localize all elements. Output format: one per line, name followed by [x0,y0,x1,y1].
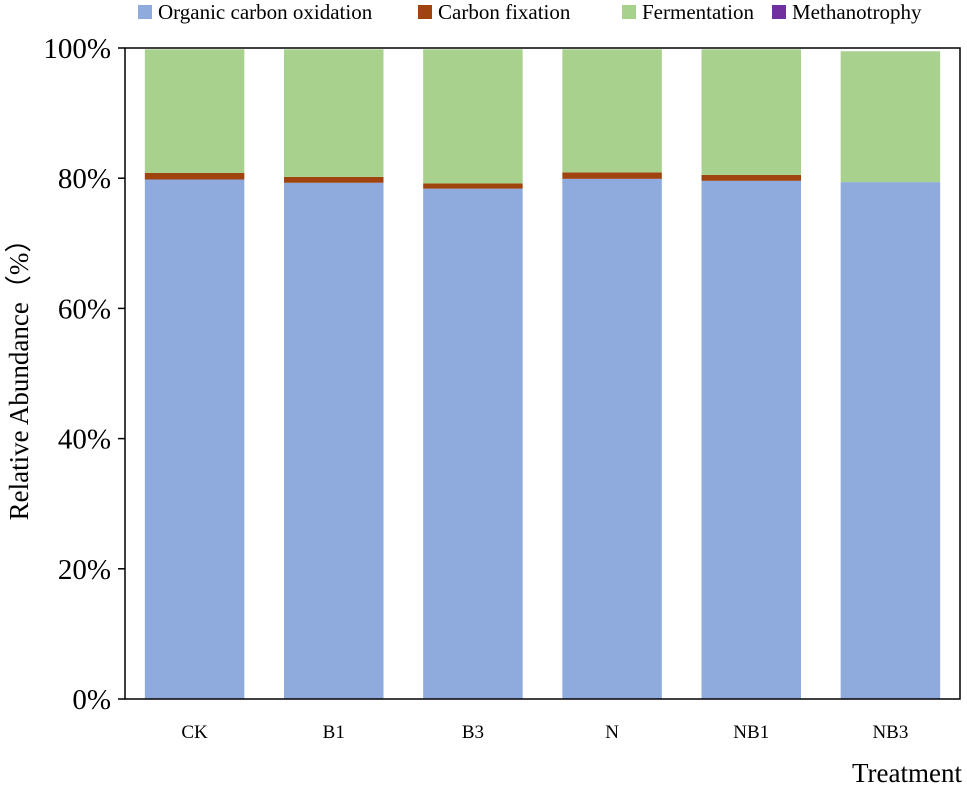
bar-area [144,49,941,700]
bar-b1-carbon-fixation [284,176,384,183]
y-axis-ticks: 0% 20% 40% 60% 80% 100% [43,33,125,716]
legend-label-organic-carbon-oxidation: Organic carbon oxidation [158,0,373,24]
legend-label-methanotrophy: Methanotrophy [792,0,922,24]
y-tick-label: 60% [58,293,111,325]
x-tick-label-n: N [605,722,619,743]
bar-ck-carbon-fixation [144,172,245,180]
y-tick-label: 80% [58,163,111,195]
bar-b1-organic-carbon-oxidation [284,182,384,699]
bar-ck-fermentation [144,49,245,173]
x-axis-labels: CK B1 B3 N NB1 NB3 [181,722,908,743]
bar-nb3-fermentation [840,51,941,183]
bar-n-carbon-fixation [562,172,662,179]
legend-swatch-organic-carbon-oxidation [138,5,152,19]
bar-b3-fermentation [423,49,523,184]
x-tick-label-nb1: NB1 [733,722,769,743]
bar-b3-organic-carbon-oxidation [423,188,523,699]
legend: Organic carbon oxidation Carbon fixation F… [138,0,922,24]
bar-nb1-carbon-fixation [701,174,801,181]
legend-swatch-fermentation [622,5,636,19]
y-tick-label: 20% [58,554,111,586]
bar-ck-organic-carbon-oxidation [144,179,245,699]
y-tick-label: 0% [72,684,111,716]
legend-swatch-methanotrophy [772,5,786,19]
y-axis-title: Relative Abundance（%） [4,226,34,521]
bar-nb1-fermentation [701,49,801,175]
legend-label-carbon-fixation: Carbon fixation [438,0,571,24]
bar-nb1-organic-carbon-oxidation [701,180,801,700]
x-tick-label-ck: CK [181,722,208,743]
legend-swatch-carbon-fixation [418,5,432,19]
x-tick-label-b1: B1 [323,722,345,743]
y-tick-label: 40% [58,424,111,456]
bar-b3-carbon-fixation [423,183,523,189]
bar-n-organic-carbon-oxidation [562,178,662,700]
y-tick-label: 100% [43,33,111,65]
x-tick-label-nb3: NB3 [872,722,908,743]
bar-b1-fermentation [284,49,384,177]
legend-label-fermentation: Fermentation [642,0,754,24]
bar-n-fermentation [562,49,662,173]
x-tick-label-b3: B3 [462,722,484,743]
bar-nb3-organic-carbon-oxidation [840,182,941,700]
plot-frame [124,47,961,700]
x-axis-title: Treatment [852,758,962,786]
